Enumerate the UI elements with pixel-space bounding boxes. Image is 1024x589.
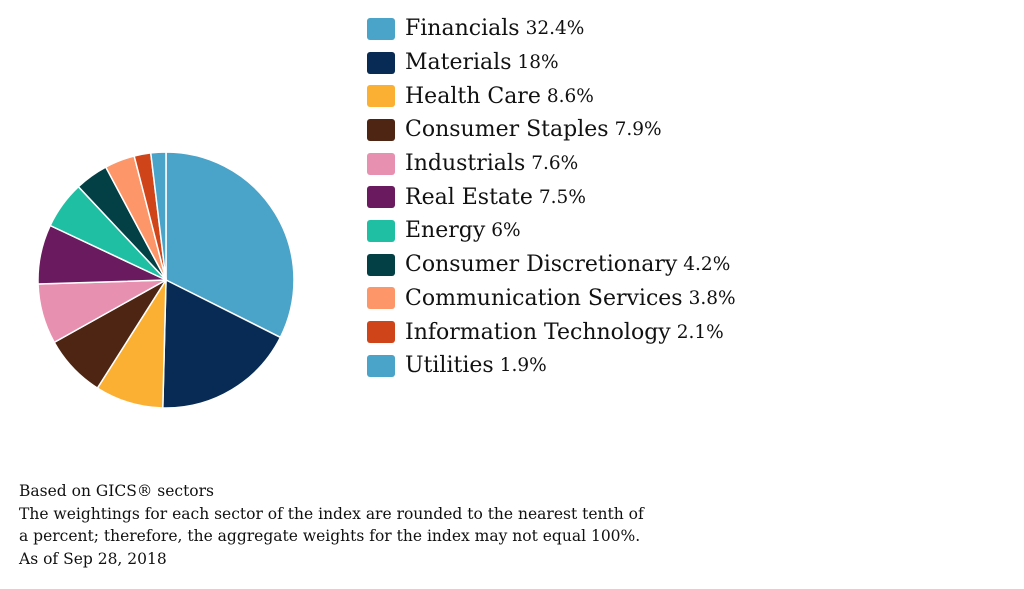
legend-swatch [367, 321, 395, 344]
legend-label: Consumer Staples [405, 117, 609, 143]
legend-item: Consumer Staples 7.9% [367, 113, 736, 147]
legend-item: Communication Services 3.8% [367, 282, 736, 316]
legend-swatch [367, 186, 395, 209]
legend-label: Information Technology [405, 319, 671, 345]
legend-item: Consumer Discretionary 4.2% [367, 248, 736, 282]
legend-swatch [367, 152, 395, 175]
legend-swatch [367, 51, 395, 74]
legend-value: 7.5% [538, 186, 586, 208]
footnote-source: Based on GICS® sectors [19, 482, 214, 500]
legend-item: Information Technology 2.1% [367, 315, 736, 349]
pie-slice-materials [162, 278, 282, 409]
legend-item: Financials 32.4% [367, 12, 736, 46]
legend-item: Health Care 8.6% [367, 79, 736, 113]
legend-swatch [367, 287, 395, 310]
legend-label: Utilities [405, 353, 494, 379]
legend: Financials 32.4% Materials 18% Health Care 8.… [367, 12, 736, 383]
legend-item: Energy 6% [367, 214, 736, 248]
legend-value: 3.8% [688, 287, 736, 309]
legend-value: 18% [517, 52, 559, 74]
legend-label: Real Estate [405, 184, 533, 210]
legend-label: Health Care [405, 83, 541, 109]
footnotes: Based on GICS® sectors The weightings fo… [19, 480, 644, 570]
legend-swatch [367, 118, 395, 141]
footnote-rounding-1: The weightings for each sector of the in… [19, 504, 644, 523]
legend-label: Materials [405, 50, 512, 76]
pie-slice-utilities [149, 151, 167, 281]
legend-label: Consumer Discretionary [405, 252, 678, 278]
legend-value: 6% [491, 220, 521, 242]
legend-swatch [367, 17, 395, 40]
legend-item: Real Estate 7.5% [367, 180, 736, 214]
legend-label: Industrials [405, 151, 526, 177]
legend-label: Energy [405, 218, 486, 244]
legend-value: 4.2% [683, 254, 731, 276]
footnote-rounding-2: a percent; therefore, the aggregate weig… [19, 527, 641, 545]
legend-swatch [367, 219, 395, 242]
legend-label: Financials [405, 16, 520, 42]
legend-value: 1.9% [499, 355, 547, 377]
legend-value: 8.6% [546, 85, 594, 107]
legend-item: Utilities 1.9% [367, 349, 736, 383]
footnote-date: As of Sep 28, 2018 [19, 549, 167, 568]
legend-swatch [367, 253, 395, 276]
legend-value: 32.4% [525, 18, 585, 40]
legend-value: 7.9% [614, 119, 662, 141]
legend-value: 2.1% [676, 321, 724, 343]
legend-item: Materials 18% [367, 46, 736, 80]
legend-value: 7.6% [531, 153, 579, 175]
legend-label: Communication Services [405, 285, 683, 311]
legend-swatch [367, 354, 395, 377]
pie-slice-financials [165, 151, 295, 339]
pie-chart [37, 151, 295, 409]
legend-item: Industrials 7.6% [367, 147, 736, 181]
legend-swatch [367, 85, 395, 108]
